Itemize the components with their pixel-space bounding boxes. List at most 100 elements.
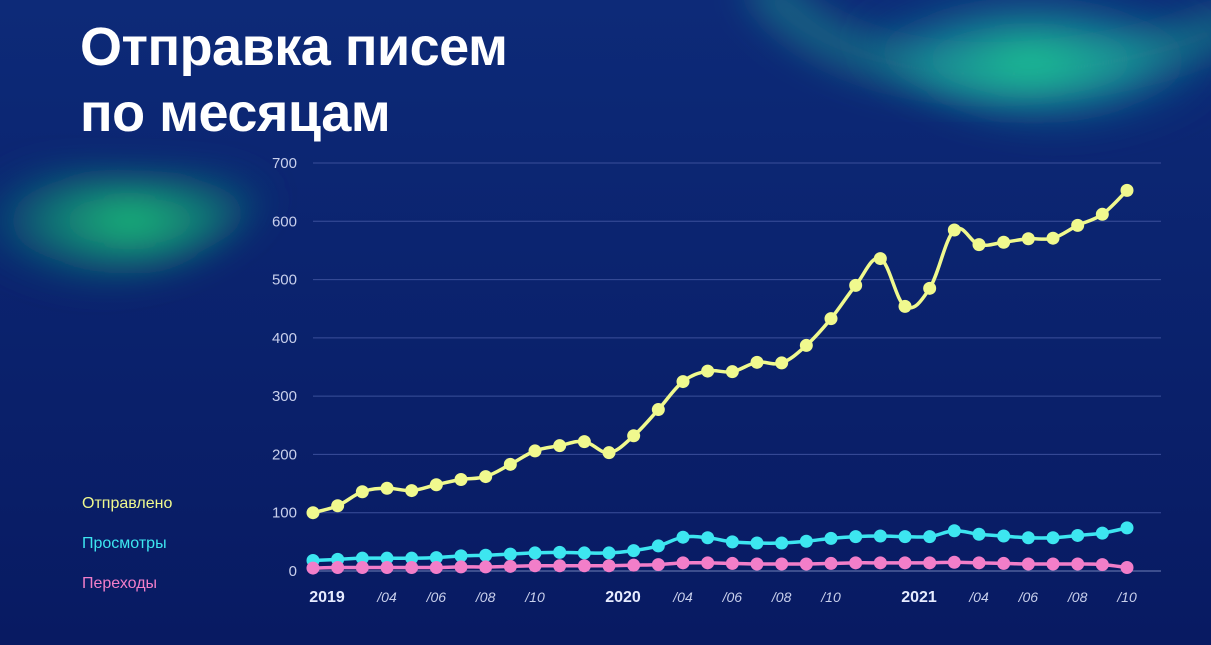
data-point-s1-15 — [676, 530, 690, 544]
data-point-s1-11 — [577, 546, 591, 560]
data-point-s0-27 — [972, 238, 986, 252]
x-tick-label: /06 — [722, 589, 743, 605]
data-point-s1-13 — [627, 544, 641, 558]
data-point-s2-30 — [1046, 557, 1060, 571]
x-tick-label: /04 — [672, 589, 693, 605]
data-point-s0-24 — [898, 299, 912, 313]
chart-legend: Отправлено Просмотры Переходы — [82, 494, 172, 614]
data-point-s2-26 — [947, 555, 961, 569]
data-point-s0-26 — [947, 223, 961, 237]
page-title-line-2: по месяцам — [80, 83, 391, 143]
x-tick-label: /10 — [1116, 589, 1137, 605]
data-point-s2-23 — [873, 556, 887, 570]
data-point-s1-7 — [479, 548, 493, 562]
data-point-s0-29 — [1021, 232, 1035, 246]
data-point-s2-10 — [553, 559, 567, 573]
data-point-s2-7 — [479, 560, 493, 574]
data-point-s1-29 — [1021, 531, 1035, 545]
data-point-s2-16 — [701, 556, 715, 570]
data-point-s0-23 — [873, 252, 887, 266]
data-point-s2-13 — [627, 558, 641, 572]
page-title-line-1: Отправка писем — [80, 17, 508, 77]
data-point-s0-0 — [306, 506, 320, 520]
data-point-s1-32 — [1095, 526, 1109, 540]
data-point-s0-31 — [1071, 218, 1085, 232]
y-tick-label: 700 — [272, 155, 297, 172]
data-point-s0-12 — [602, 446, 616, 460]
data-point-s2-14 — [651, 558, 665, 572]
data-point-s2-8 — [503, 559, 517, 573]
data-point-s2-25 — [923, 556, 937, 570]
x-tick-label: 2020 — [605, 589, 641, 606]
data-point-s2-1 — [331, 561, 345, 575]
x-tick-label: /08 — [771, 589, 792, 605]
data-point-s1-19 — [775, 536, 789, 550]
x-tick-label: /10 — [820, 589, 841, 605]
data-point-s0-7 — [479, 470, 493, 484]
data-point-s1-26 — [947, 524, 961, 538]
page-title: Отправка писем по месяцам — [80, 14, 508, 146]
data-point-s1-6 — [454, 549, 468, 563]
data-point-s2-4 — [405, 561, 419, 575]
data-point-s0-20 — [799, 338, 813, 352]
data-point-s0-19 — [775, 356, 789, 370]
series-line-2 — [311, 560, 1129, 570]
data-point-s1-18 — [750, 536, 764, 550]
data-point-s2-19 — [775, 557, 789, 571]
data-point-s0-32 — [1095, 207, 1109, 221]
x-tick-label: /06 — [1018, 589, 1039, 605]
data-point-s1-9 — [528, 546, 542, 560]
data-point-s0-13 — [627, 429, 641, 443]
data-point-s2-15 — [676, 556, 690, 570]
data-point-s0-33 — [1120, 183, 1134, 197]
data-point-s2-18 — [750, 557, 764, 571]
series-line-0 — [311, 188, 1129, 515]
y-tick-label: 600 — [272, 213, 297, 230]
data-point-s2-21 — [824, 556, 838, 570]
series-line-1 — [311, 526, 1129, 563]
data-point-s0-11 — [577, 435, 591, 449]
y-tick-label: 500 — [272, 272, 297, 289]
data-point-s0-14 — [651, 403, 665, 417]
x-tick-label: /10 — [524, 589, 545, 605]
data-point-s2-33 — [1120, 561, 1134, 575]
data-point-s1-21 — [824, 531, 838, 545]
data-point-s1-28 — [997, 529, 1011, 543]
data-point-s2-20 — [799, 557, 813, 571]
data-point-s2-5 — [429, 561, 443, 575]
y-tick-label: 300 — [272, 388, 297, 405]
data-point-s2-22 — [849, 556, 863, 570]
data-point-s1-10 — [553, 545, 567, 559]
data-point-s0-16 — [701, 364, 715, 378]
data-point-s0-4 — [405, 484, 419, 498]
data-point-s1-16 — [701, 531, 715, 545]
data-point-s1-4 — [405, 551, 419, 565]
x-tick-label: /08 — [1067, 589, 1088, 605]
data-point-s0-8 — [503, 457, 517, 471]
data-point-s2-3 — [380, 561, 394, 575]
data-point-s1-33 — [1120, 521, 1134, 535]
data-point-s1-24 — [898, 530, 912, 544]
data-point-s2-32 — [1095, 558, 1109, 572]
data-point-s1-17 — [725, 535, 739, 549]
data-point-s2-29 — [1021, 557, 1035, 571]
data-point-s0-9 — [528, 444, 542, 458]
data-point-s2-9 — [528, 559, 542, 573]
data-point-s2-28 — [997, 556, 1011, 570]
x-tick-label: 2021 — [901, 589, 937, 606]
data-point-s1-2 — [355, 551, 369, 565]
data-point-s0-17 — [725, 365, 739, 379]
data-point-s0-25 — [923, 281, 937, 295]
data-point-s1-8 — [503, 547, 517, 561]
data-point-s1-27 — [972, 527, 986, 541]
legend-item-clicks: Переходы — [82, 575, 158, 592]
data-point-s0-6 — [454, 472, 468, 486]
data-point-s1-25 — [923, 530, 937, 544]
data-point-s0-1 — [331, 499, 345, 513]
data-point-s2-12 — [602, 559, 616, 573]
x-tick-label: 2019 — [309, 589, 345, 606]
data-point-s1-3 — [380, 551, 394, 565]
data-point-s0-3 — [380, 481, 394, 495]
